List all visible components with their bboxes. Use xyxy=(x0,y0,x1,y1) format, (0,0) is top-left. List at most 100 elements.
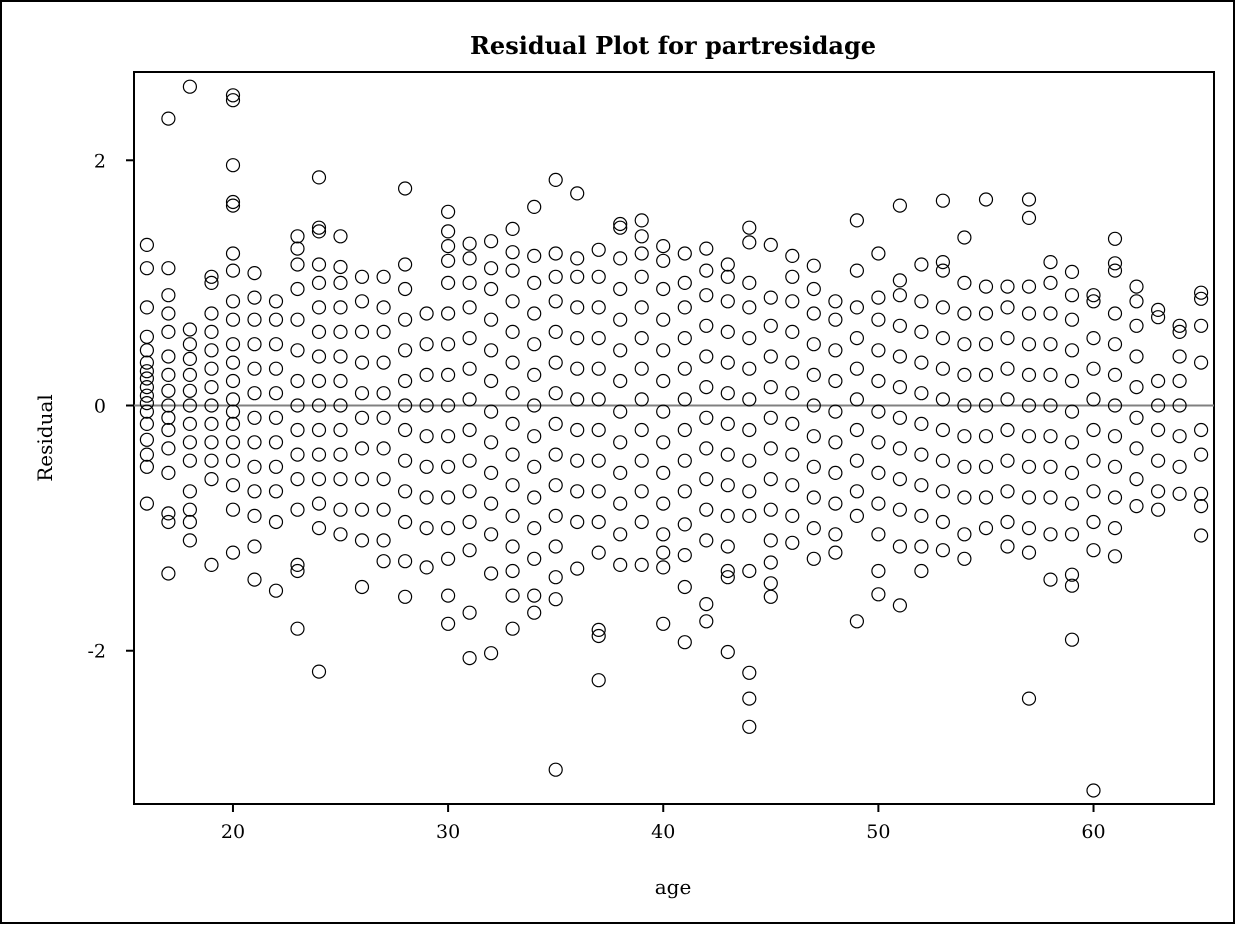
data-point xyxy=(699,318,714,333)
data-point xyxy=(290,502,305,517)
data-point xyxy=(613,216,628,232)
data-point xyxy=(441,551,456,566)
data-point xyxy=(1043,398,1058,413)
data-point xyxy=(548,269,563,284)
data-point xyxy=(570,514,585,530)
data-point xyxy=(225,478,241,493)
data-point xyxy=(914,447,929,462)
data-point xyxy=(268,361,284,376)
data-point xyxy=(505,386,520,401)
data-point xyxy=(957,230,972,245)
data-point xyxy=(1193,355,1209,370)
data-point xyxy=(1000,392,1015,407)
data-point xyxy=(1064,343,1080,358)
data-point xyxy=(871,373,886,389)
data-point xyxy=(699,241,714,256)
data-point xyxy=(634,229,649,244)
data-point xyxy=(914,386,929,401)
data-point xyxy=(699,410,714,425)
data-point xyxy=(785,294,800,309)
data-point xyxy=(978,306,994,321)
data-point xyxy=(763,237,778,252)
data-point xyxy=(1043,367,1058,382)
data-point xyxy=(333,300,348,315)
data-point xyxy=(871,563,886,579)
data-point xyxy=(742,220,757,235)
data-point xyxy=(1021,520,1037,536)
data-point xyxy=(1043,459,1058,474)
data-point xyxy=(225,435,241,450)
data-point xyxy=(398,312,413,327)
data-point xyxy=(656,560,671,575)
data-point xyxy=(1021,545,1037,560)
data-point xyxy=(161,410,176,425)
data-point xyxy=(354,579,370,595)
data-point xyxy=(935,361,951,376)
data-point xyxy=(849,453,865,468)
x-tick-label: 60 xyxy=(1081,821,1105,843)
data-point xyxy=(441,306,456,321)
data-point xyxy=(699,596,714,612)
y-axis-label: Residual xyxy=(33,394,57,482)
data-point xyxy=(376,386,391,401)
y-tick-label: 0 xyxy=(94,396,106,418)
data-point xyxy=(527,275,542,290)
data-point xyxy=(570,422,585,438)
data-point xyxy=(1107,306,1123,321)
data-point xyxy=(247,386,262,401)
data-point xyxy=(613,435,628,450)
data-point xyxy=(1064,632,1080,647)
data-point xyxy=(849,361,865,376)
data-point xyxy=(1086,288,1101,303)
data-point xyxy=(849,614,865,629)
data-point xyxy=(139,404,154,419)
data-point xyxy=(1000,484,1015,499)
data-point xyxy=(139,237,154,252)
data-point xyxy=(763,410,778,425)
data-point xyxy=(978,279,994,294)
data-point xyxy=(570,561,585,576)
data-point xyxy=(204,472,219,487)
data-point xyxy=(570,331,585,346)
data-point xyxy=(634,514,649,530)
data-point xyxy=(527,429,542,444)
data-point xyxy=(311,664,327,679)
data-point xyxy=(139,496,154,511)
data-point xyxy=(1150,398,1166,413)
data-point xyxy=(613,465,628,480)
data-point xyxy=(505,588,520,603)
data-point xyxy=(785,355,800,370)
data-point xyxy=(699,472,714,487)
data-point xyxy=(978,520,994,536)
data-point xyxy=(591,453,606,468)
data-point xyxy=(247,361,262,376)
data-point xyxy=(225,198,241,213)
data-point xyxy=(139,396,154,411)
data-point xyxy=(849,422,865,438)
data-point xyxy=(484,312,499,327)
data-point xyxy=(1086,422,1101,438)
data-point xyxy=(161,383,176,398)
data-point xyxy=(1064,567,1080,582)
data-point xyxy=(139,432,154,447)
data-point xyxy=(527,306,542,321)
data-point xyxy=(742,484,757,499)
data-point xyxy=(225,263,241,278)
data-point xyxy=(204,361,219,376)
data-point xyxy=(656,239,671,254)
data-point xyxy=(225,453,241,468)
data-point xyxy=(828,373,843,389)
data-point xyxy=(1043,490,1058,505)
data-point xyxy=(763,441,778,456)
data-point xyxy=(225,312,241,327)
data-point xyxy=(484,566,499,581)
data-point xyxy=(1172,459,1187,474)
data-point xyxy=(742,719,757,734)
data-point xyxy=(441,429,456,444)
data-point xyxy=(935,300,951,315)
data-point xyxy=(1172,486,1187,501)
data-point xyxy=(462,605,477,620)
x-axis-label: age xyxy=(655,875,692,899)
data-point xyxy=(505,447,520,462)
data-point xyxy=(656,253,671,268)
